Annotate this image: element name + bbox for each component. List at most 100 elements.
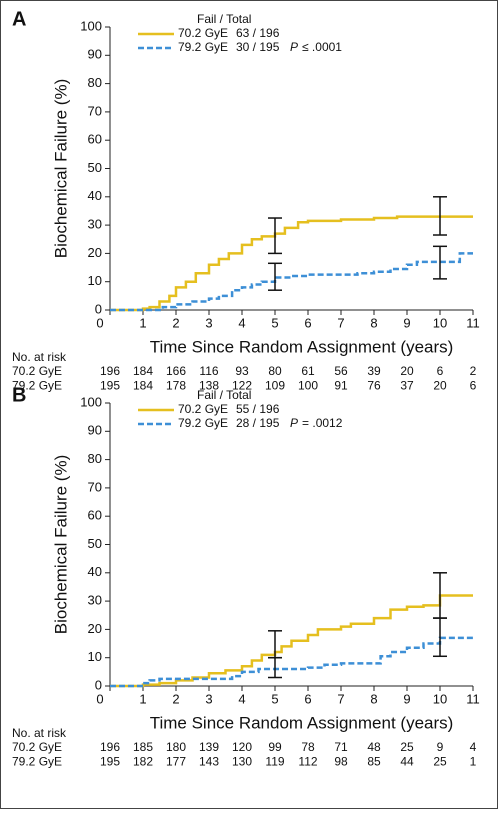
- risk-count: 91: [334, 379, 348, 393]
- x-tick-label: 3: [205, 691, 212, 706]
- x-tick-label: 0: [96, 691, 103, 706]
- risk-count: 195: [100, 755, 120, 769]
- panel-label: A: [12, 8, 26, 30]
- risk-count: 56: [334, 364, 348, 378]
- risk-count: 166: [166, 364, 186, 378]
- risk-count: 20: [433, 379, 447, 393]
- y-tick-label: 60: [88, 508, 102, 523]
- risk-count: 4: [470, 740, 477, 754]
- legend-counts: 30 / 195: [236, 40, 280, 54]
- risk-count: 71: [334, 740, 348, 754]
- y-axis-label: Biochemical Failure (%): [51, 79, 70, 259]
- risk-count: 76: [367, 379, 381, 393]
- risk-count: 138: [199, 379, 219, 393]
- x-tick-label: 9: [403, 315, 410, 330]
- risk-count: 98: [334, 755, 348, 769]
- risk-count: 196: [100, 740, 120, 754]
- y-tick-label: 70: [88, 103, 102, 118]
- x-tick-label: 4: [238, 315, 245, 330]
- legend-label: 79.2 GyE: [178, 40, 228, 54]
- risk-count: 130: [232, 755, 252, 769]
- risk-count: 180: [166, 740, 186, 754]
- risk-count: 20: [400, 364, 414, 378]
- y-tick-label: 80: [88, 75, 102, 90]
- risk-count: 182: [133, 755, 153, 769]
- risk-count: 39: [367, 364, 381, 378]
- y-tick-label: 40: [88, 188, 102, 203]
- risk-count: 1: [470, 755, 477, 769]
- survival-curve: [110, 252, 473, 312]
- risk-row-label: 79.2 GyE: [12, 755, 62, 769]
- risk-count: 112: [298, 755, 317, 769]
- y-tick-label: 90: [88, 423, 102, 438]
- p-value: P ≤ .0001: [290, 40, 342, 54]
- error-bar: [433, 245, 447, 280]
- x-tick-label: 3: [205, 315, 212, 330]
- x-tick-label: 1: [139, 315, 146, 330]
- p-text: = .0012: [302, 416, 343, 430]
- x-tick-label: 8: [370, 315, 377, 330]
- x-tick-label: 6: [304, 315, 311, 330]
- risk-count: 143: [199, 755, 219, 769]
- y-tick-label: 100: [80, 18, 102, 33]
- y-tick-label: 30: [88, 593, 102, 608]
- x-tick-label: 4: [238, 691, 245, 706]
- y-tick-label: 90: [88, 47, 102, 62]
- y-tick-label: 40: [88, 564, 102, 579]
- risk-count: 119: [265, 755, 284, 769]
- risk-count: 25: [400, 740, 414, 754]
- risk-count: 25: [433, 755, 447, 769]
- y-tick-label: 0: [95, 301, 102, 316]
- y-tick-label: 50: [88, 536, 102, 551]
- error-bar: [268, 262, 282, 291]
- y-tick-label: 20: [88, 245, 102, 260]
- legend-counts: 55 / 196: [236, 402, 280, 416]
- risk-count: 2: [470, 364, 477, 378]
- risk-count: 61: [301, 364, 315, 378]
- error-bar: [433, 617, 447, 658]
- risk-count: 6: [437, 364, 444, 378]
- risk-count: 184: [133, 379, 153, 393]
- risk-table-title: No. at risk: [12, 350, 67, 364]
- risk-count: 80: [268, 364, 282, 378]
- risk-row-label: 70.2 GyE: [12, 740, 62, 754]
- risk-count: 120: [232, 740, 252, 754]
- risk-count: 116: [199, 364, 218, 378]
- y-tick-label: 80: [88, 451, 102, 466]
- y-tick-label: 60: [88, 132, 102, 147]
- legend-label: 79.2 GyE: [178, 416, 228, 430]
- x-tick-label: 7: [337, 691, 344, 706]
- x-tick-label: 11: [466, 315, 480, 330]
- x-axis-label: Time Since Random Assignment (years): [150, 337, 454, 356]
- risk-count: 44: [400, 755, 414, 769]
- risk-count: 177: [166, 755, 186, 769]
- legend-title: Fail / Total: [197, 12, 251, 26]
- survival-curve: [110, 215, 473, 312]
- risk-count: 185: [133, 740, 153, 754]
- risk-count: 48: [367, 740, 381, 754]
- y-tick-label: 10: [88, 649, 102, 664]
- risk-count: 122: [232, 379, 252, 393]
- y-tick-label: 100: [80, 394, 102, 409]
- x-tick-label: 9: [403, 691, 410, 706]
- survival-curve: [110, 594, 473, 688]
- x-tick-label: 5: [271, 691, 278, 706]
- p-text: ≤ .0001: [302, 40, 342, 54]
- risk-count: 178: [166, 379, 186, 393]
- error-bar: [268, 217, 282, 255]
- risk-count: 37: [400, 379, 414, 393]
- x-tick-label: 10: [433, 691, 447, 706]
- risk-count: 139: [199, 740, 219, 754]
- risk-count: 195: [100, 379, 120, 393]
- y-tick-label: 50: [88, 160, 102, 175]
- p-label: P: [290, 416, 298, 430]
- risk-count: 100: [298, 379, 318, 393]
- x-tick-label: 7: [337, 315, 344, 330]
- risk-count: 109: [265, 379, 285, 393]
- survival-curve: [110, 636, 473, 688]
- y-tick-label: 0: [95, 677, 102, 692]
- risk-count: 9: [437, 740, 444, 754]
- legend-label: 70.2 GyE: [178, 26, 228, 40]
